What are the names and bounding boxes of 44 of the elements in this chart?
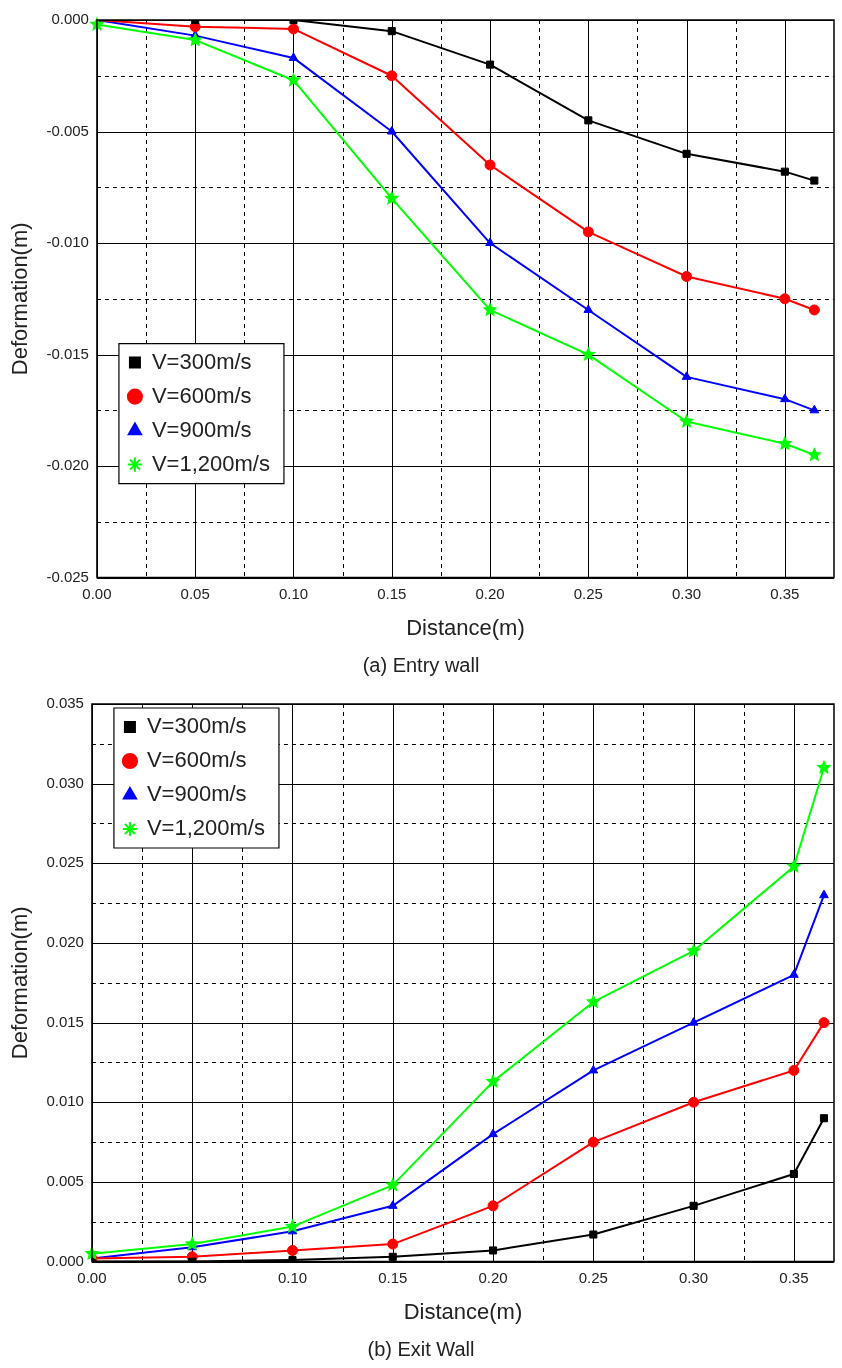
y-tick-label: 0.025 [46, 853, 84, 871]
x-tick-label: 0.20 [478, 1268, 508, 1286]
text: (b) Exit Wall [366, 1337, 476, 1362]
x-tick-label: 0.05 [177, 1268, 207, 1286]
legend-label: V=1,200m/s [146, 815, 265, 841]
text: (a) Entry wall [361, 653, 481, 678]
y-tick-label: -0.005 [46, 121, 89, 139]
x-axis-title: Distance(m) [403, 1298, 523, 1324]
x-tick-label: 0.35 [779, 1268, 809, 1286]
legend-label: V=900m/s [151, 416, 252, 442]
x-tick-label: 0.10 [278, 584, 309, 602]
y-tick-label: -0.010 [46, 233, 89, 251]
x-tick-label: 0.20 [475, 584, 505, 602]
y-tick-label: -0.015 [46, 344, 89, 362]
y-tick-label: 0.020 [46, 933, 84, 951]
x-tick-label: 0.30 [679, 1268, 709, 1286]
y-tick-label: 0.015 [46, 1012, 84, 1030]
legend-label: V=900m/s [146, 781, 247, 807]
y-tick-label: 0.035 [46, 694, 84, 712]
legend-label: V=600m/s [151, 382, 252, 408]
y-axis-title: Deformation(m) [7, 906, 33, 1060]
y-tick-label: 0.000 [51, 10, 89, 28]
y-tick-label: 0.005 [46, 1172, 84, 1190]
x-tick-label: 0.00 [77, 1268, 107, 1286]
x-tick-label: 0.10 [277, 1268, 308, 1286]
x-tick-label: 0.30 [671, 584, 702, 602]
x-tick-label: 0.05 [180, 584, 210, 602]
legend-label: V=1,200m/s [151, 450, 270, 476]
x-tick-label: 0.15 [378, 1268, 408, 1286]
x-axis-title: Distance(m) [406, 614, 525, 640]
y-axis-title: Deformation(m) [7, 222, 33, 376]
x-tick-label: 0.25 [573, 584, 603, 602]
x-tick-label: 0.00 [82, 584, 112, 602]
x-tick-label: 0.15 [377, 584, 407, 602]
x-tick-label: 0.35 [770, 584, 800, 602]
y-tick-label: -0.025 [46, 567, 89, 585]
legend-label: V=300m/s [146, 713, 247, 739]
y-tick-label: 0.030 [46, 773, 84, 791]
legend-label: V=300m/s [151, 348, 252, 374]
legend-label: V=600m/s [146, 747, 247, 773]
y-tick-label: 0.000 [46, 1251, 84, 1269]
y-tick-label: -0.020 [46, 456, 89, 474]
x-tick-label: 0.25 [578, 1268, 608, 1286]
y-tick-label: 0.010 [46, 1092, 84, 1110]
